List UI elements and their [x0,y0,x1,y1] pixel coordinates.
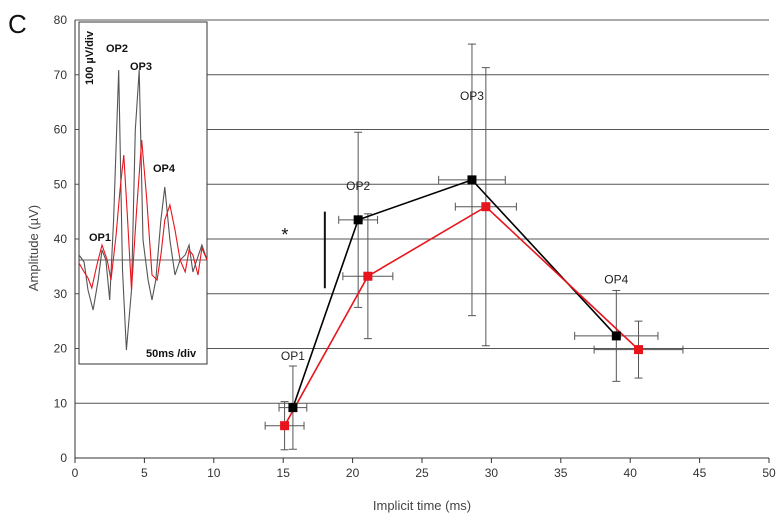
y-tick-label: 70 [54,68,68,82]
x-tick-label: 5 [141,466,148,480]
data-series [280,175,644,431]
y-axis-ticks: 0 10 20 30 40 50 60 70 80 [54,13,68,465]
y-tick-label: 80 [54,13,68,27]
y-axis-title: Amplitude (µV) [26,205,41,291]
axes [74,20,769,459]
series-0-marker [467,175,477,185]
significance-marker: * [281,211,326,289]
x-tick-label: 25 [415,466,429,480]
series-0-marker [611,331,621,341]
inset-peak-label-op4: OP4 [153,163,176,175]
significance-star: * [281,225,288,245]
y-tick-label: 0 [60,451,67,465]
x-tick-label: 35 [554,466,568,480]
x-tick-label: 50 [762,466,776,480]
x-axis-title: Implicit time (ms) [373,498,471,513]
peak-annotation: OP1 [281,349,305,363]
y-tick-label: 20 [54,342,68,356]
x-tick-label: 40 [624,466,638,480]
y-tick-label: 10 [54,396,68,410]
y-tick-label: 50 [54,177,68,191]
peak-annotation: OP4 [604,272,628,286]
series-0-marker [288,403,298,413]
inset-time-scale: 50ms /div [146,348,197,360]
series-0-marker [353,215,363,225]
series-1-marker [280,421,290,431]
x-axis-ticks: 0 5 10 15 20 25 30 35 40 45 50 [72,458,776,480]
x-tick-label: 45 [693,466,707,480]
peak-annotation: OP3 [460,89,484,103]
error-bars [264,43,684,451]
inset-peak-label-op3: OP3 [130,61,152,73]
series-1-marker [481,202,491,212]
inset-amplitude-scale: 100 µV/div [84,30,96,85]
panel-label: C [8,9,27,39]
inset-peak-label-op2: OP2 [106,43,128,55]
y-tick-label: 40 [54,232,68,246]
x-tick-label: 30 [485,466,499,480]
inset-trace-treated [78,139,208,291]
x-tick-label: 0 [72,466,79,480]
y-tick-label: 60 [54,123,68,137]
inset-peak-label-op1: OP1 [89,232,111,244]
inset-frame [78,21,208,365]
x-tick-label: 15 [277,466,291,480]
peak-annotations: OP1 OP2 OP3 OP4 [281,89,629,363]
series-line-1 [283,205,640,427]
series-1-marker [634,345,644,355]
x-tick-label: 20 [346,466,360,480]
series-line-0 [292,178,617,408]
series-1-marker [363,271,373,281]
y-tick-label: 30 [54,287,68,301]
erg-trace-inset: 100 µV/div OP1 OP2 OP3 OP4 50ms /div [78,21,208,365]
x-tick-label: 10 [207,466,221,480]
peak-annotation: OP2 [346,179,370,193]
